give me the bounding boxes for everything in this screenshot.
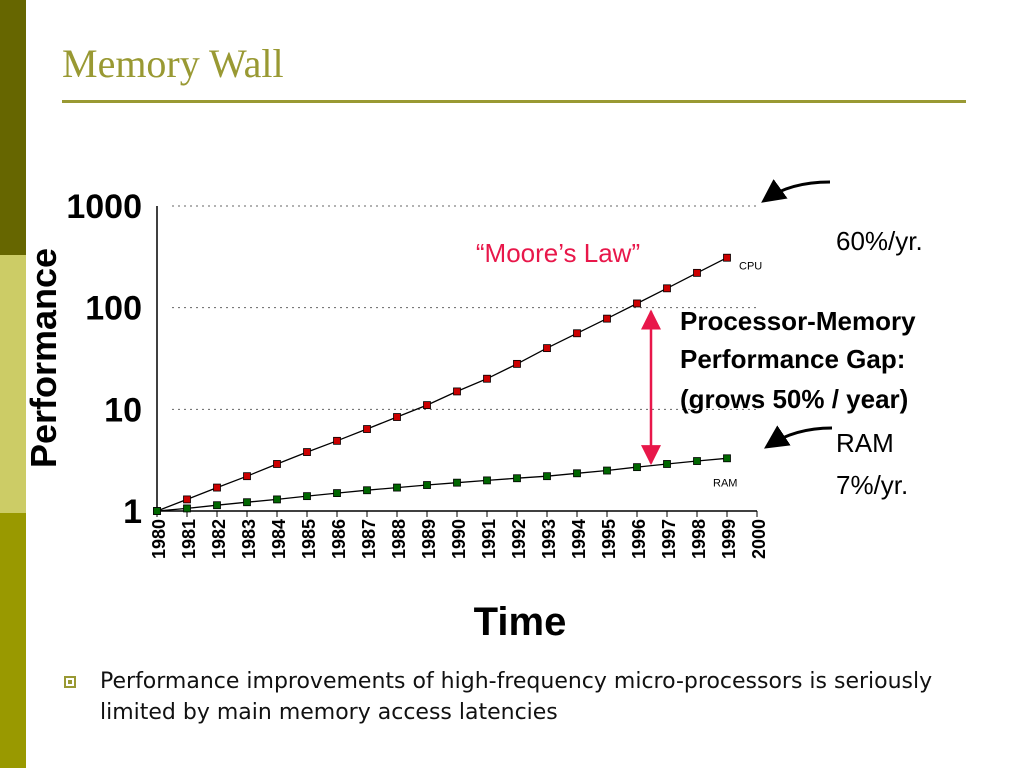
- data-point-cpu: [723, 253, 731, 262]
- data-point-ram: [663, 460, 671, 468]
- data-point-cpu: [303, 448, 311, 456]
- cpu-series-label: CPU: [739, 261, 762, 273]
- data-point-cpu: [513, 359, 521, 368]
- data-point-cpu: [363, 425, 371, 433]
- data-point-ram: [153, 507, 161, 515]
- x-tick-label: 1991: [479, 519, 499, 559]
- data-point-cpu: [393, 413, 401, 421]
- x-tick-label: 1988: [389, 519, 409, 559]
- sidebar-block-bottom: [0, 513, 26, 768]
- data-point-cpu: [243, 472, 251, 481]
- data-point-ram: [243, 498, 251, 507]
- data-point-cpu: [633, 299, 641, 308]
- ram-pointer-arrow: [764, 425, 833, 449]
- x-tick-label: 1987: [359, 519, 379, 559]
- y-tick-labels: 1 10 100 1000: [66, 188, 142, 531]
- data-point-ram: [693, 457, 701, 465]
- data-point-ram: [213, 501, 221, 510]
- x-tick-label: 1984: [269, 519, 289, 559]
- grid-lines: [172, 205, 757, 410]
- x-tick-labels: 1980 1981 1982 1983 1984 1985 1986 1987 1988 1989…: [149, 511, 769, 559]
- cpu-pointer-arrow: [761, 179, 831, 203]
- x-tick-label: 1992: [509, 519, 529, 559]
- slide-sidebar: [0, 0, 26, 768]
- data-point-cpu: [693, 268, 701, 277]
- y-axis-label: Performance: [23, 248, 64, 468]
- x-tick-label: 1982: [209, 519, 229, 559]
- data-point-cpu: [183, 495, 191, 504]
- data-point-cpu: [273, 460, 281, 468]
- ram-series-label: RAM: [713, 477, 737, 489]
- data-point-cpu: [423, 401, 431, 410]
- data-point-cpu: [603, 314, 611, 323]
- data-point-ram: [723, 454, 731, 463]
- sidebar-block-middle: [0, 255, 26, 513]
- gap-label-line3: (grows 50% / year): [680, 384, 908, 414]
- x-tick-label: 1989: [419, 519, 439, 559]
- data-point-cpu: [483, 374, 491, 383]
- data-point-cpu: [543, 344, 551, 353]
- x-axis-label: Time: [474, 600, 567, 644]
- x-tick-label: 1993: [539, 519, 559, 559]
- y-tick-label: 1000: [66, 188, 142, 226]
- data-point-ram: [393, 483, 401, 492]
- gap-label-line2: Performance Gap:: [680, 344, 905, 374]
- bullet-text: Performance improvements of high-frequen…: [100, 669, 933, 725]
- data-point-ram: [453, 478, 461, 487]
- gap-label-line1: Processor-Memory: [680, 306, 916, 336]
- sidebar-block-top: [0, 0, 26, 255]
- cpu-rate-label: 60%/yr.: [836, 226, 923, 256]
- y-tick-label: 1: [123, 493, 142, 531]
- x-tick-label: 1981: [179, 519, 199, 559]
- series-layer: [153, 253, 731, 515]
- x-tick-label: 1985: [299, 519, 319, 559]
- data-point-cpu: [663, 284, 671, 293]
- x-tick-label: 1996: [629, 519, 649, 559]
- series-line-cpu: [156, 257, 728, 512]
- x-tick-label: 1994: [569, 519, 589, 559]
- data-point-cpu: [453, 387, 461, 396]
- slide-title: Memory Wall: [62, 41, 284, 86]
- x-tick-label: 1986: [329, 519, 349, 559]
- data-point-ram: [363, 486, 371, 495]
- data-point-ram: [573, 469, 581, 478]
- bullet-icon: [64, 676, 76, 688]
- data-point-cpu: [573, 329, 581, 338]
- data-point-ram: [513, 474, 521, 483]
- data-point-ram: [603, 466, 611, 475]
- data-point-cpu: [213, 483, 221, 492]
- data-point-cpu: [333, 436, 341, 445]
- x-tick-label: 2000: [749, 519, 769, 559]
- data-point-ram: [183, 504, 191, 513]
- data-point-ram: [303, 492, 311, 501]
- ram-rate-label: 7%/yr.: [836, 470, 908, 500]
- series-line-ram: [156, 457, 728, 512]
- x-tick-label: 1997: [659, 519, 679, 559]
- x-tick-label: 1998: [689, 519, 709, 559]
- y-tick-label: 10: [104, 391, 142, 429]
- x-tick-label: 1990: [449, 519, 469, 559]
- data-point-ram: [633, 463, 641, 472]
- x-tick-label: 1995: [599, 519, 619, 559]
- x-tick-label: 1980: [149, 519, 169, 559]
- moores-law-label: “Moore’s Law”: [476, 238, 640, 268]
- data-point-ram: [333, 489, 341, 497]
- x-tick-label: 1983: [239, 519, 259, 559]
- data-point-ram: [273, 495, 281, 504]
- x-tick-label: 1999: [719, 519, 739, 559]
- data-point-ram: [483, 476, 491, 485]
- data-point-ram: [423, 481, 431, 489]
- title-underline: [62, 100, 966, 103]
- y-tick-label: 100: [85, 290, 142, 328]
- ram-name-label: RAM: [836, 428, 894, 458]
- data-point-ram: [543, 472, 551, 481]
